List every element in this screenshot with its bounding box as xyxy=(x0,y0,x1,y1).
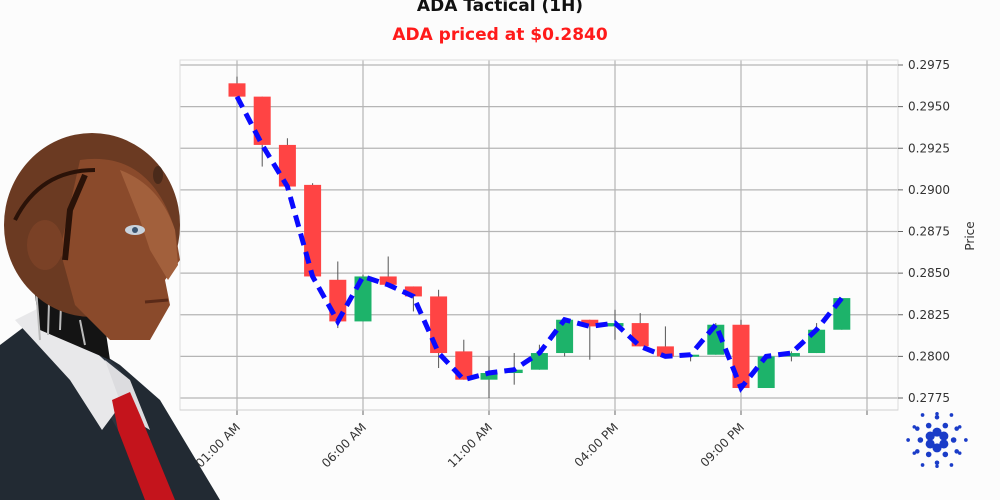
close-price-dashed-line xyxy=(234,95,844,393)
y-tick-label: 0.2800 xyxy=(908,349,950,363)
grid-lines xyxy=(180,60,898,410)
candle-down xyxy=(228,83,246,97)
candle-up xyxy=(480,373,498,380)
candle-down xyxy=(404,286,422,297)
y-tick-label: 0.2925 xyxy=(908,141,950,155)
chart-title: ADA Tactical (1H) xyxy=(416,0,584,16)
candle-up xyxy=(556,319,574,354)
y-tick-label: 0.2875 xyxy=(908,225,950,239)
cardano-logo-icon xyxy=(906,412,968,468)
candle-down xyxy=(732,324,750,389)
x-axis: 01:00 AM 06:00 AM 11:00 AM 04:00 PM 09:00 PM xyxy=(180,409,898,470)
candle-up xyxy=(782,353,800,357)
y-tick-label: 0.2775 xyxy=(908,391,950,405)
candle-up xyxy=(757,356,775,389)
chart-subtitle-price: ADA priced at $0.2840 xyxy=(392,25,608,45)
y-tick-label: 0.2950 xyxy=(908,100,950,114)
candle-down xyxy=(581,319,599,327)
y-axis-title: Price xyxy=(963,221,977,250)
x-tick-label: 06:00 AM xyxy=(319,420,369,470)
x-tick-label: 04:00 PM xyxy=(572,420,621,469)
robot-businessman-image xyxy=(0,133,220,500)
y-tick-label: 0.2850 xyxy=(908,266,950,280)
y-tick-label: 0.2975 xyxy=(908,58,950,72)
y-tick-label: 0.2825 xyxy=(908,308,950,322)
candle-down xyxy=(656,346,674,357)
y-tick-label: 0.2900 xyxy=(908,183,950,197)
x-tick-label: 11:00 AM xyxy=(445,420,495,470)
y-axis: 0.2775 0.2800 0.2825 0.2850 0.2875 0.2900 0.29… xyxy=(898,58,950,405)
candle-down xyxy=(379,276,397,285)
candle-up xyxy=(530,353,548,370)
x-tick-label: 09:00 PM xyxy=(698,420,747,469)
candle-down xyxy=(278,144,296,187)
